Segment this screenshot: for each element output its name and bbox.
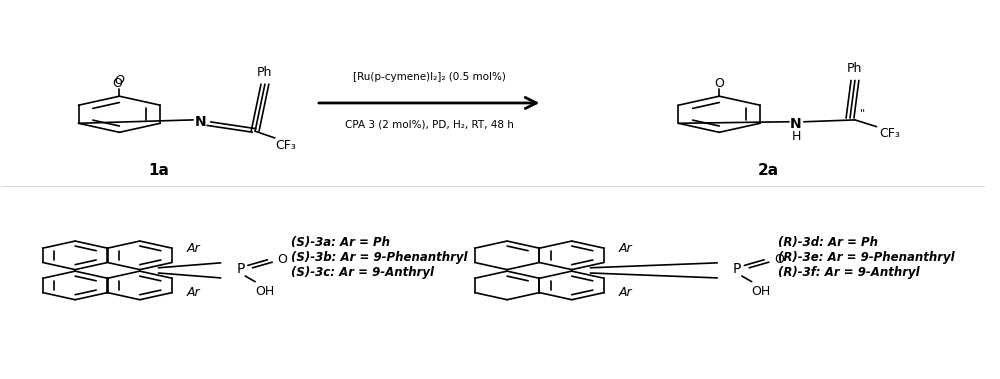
- Text: Ar: Ar: [619, 286, 633, 299]
- Text: O: O: [278, 252, 288, 266]
- Text: CF₃: CF₃: [275, 139, 296, 152]
- Text: Ar: Ar: [187, 242, 201, 255]
- Text: 1a: 1a: [148, 163, 169, 178]
- Text: O: O: [714, 77, 724, 89]
- Text: CPA 3 (2 mol%), PD, H₂, RT, 48 h: CPA 3 (2 mol%), PD, H₂, RT, 48 h: [345, 120, 514, 130]
- Text: (S)-3b: Ar = 9-Phenanthryl: (S)-3b: Ar = 9-Phenanthryl: [291, 251, 468, 264]
- Text: O: O: [774, 252, 784, 266]
- Text: Ph: Ph: [257, 66, 273, 78]
- Text: Ar: Ar: [619, 242, 633, 255]
- Text: 2a: 2a: [758, 163, 779, 178]
- Text: O: O: [112, 77, 122, 89]
- Text: P: P: [733, 262, 741, 276]
- Text: ": ": [860, 108, 865, 118]
- Text: (S)-3c: Ar = 9-Anthryl: (S)-3c: Ar = 9-Anthryl: [291, 266, 434, 279]
- Text: OH: OH: [255, 285, 274, 298]
- Text: (R)-3f: Ar = 9-Anthryl: (R)-3f: Ar = 9-Anthryl: [778, 266, 920, 279]
- Text: P: P: [236, 262, 245, 276]
- Text: (R)-3d: Ar = Ph: (R)-3d: Ar = Ph: [778, 236, 878, 249]
- Text: (R)-3e: Ar = 9-Phenanthryl: (R)-3e: Ar = 9-Phenanthryl: [778, 251, 955, 264]
- Text: (S)-3a: Ar = Ph: (S)-3a: Ar = Ph: [291, 236, 390, 249]
- Text: OH: OH: [752, 285, 771, 298]
- Text: CF₃: CF₃: [880, 127, 900, 141]
- Text: [Ru(p-cymene)I₂]₂ (0.5 mol%): [Ru(p-cymene)I₂]₂ (0.5 mol%): [353, 72, 506, 82]
- Text: N: N: [195, 115, 207, 129]
- Text: Ar: Ar: [187, 286, 201, 299]
- Text: N: N: [790, 117, 802, 131]
- Text: O: O: [114, 74, 124, 87]
- Text: H: H: [792, 130, 802, 143]
- Text: Ph: Ph: [847, 62, 863, 75]
